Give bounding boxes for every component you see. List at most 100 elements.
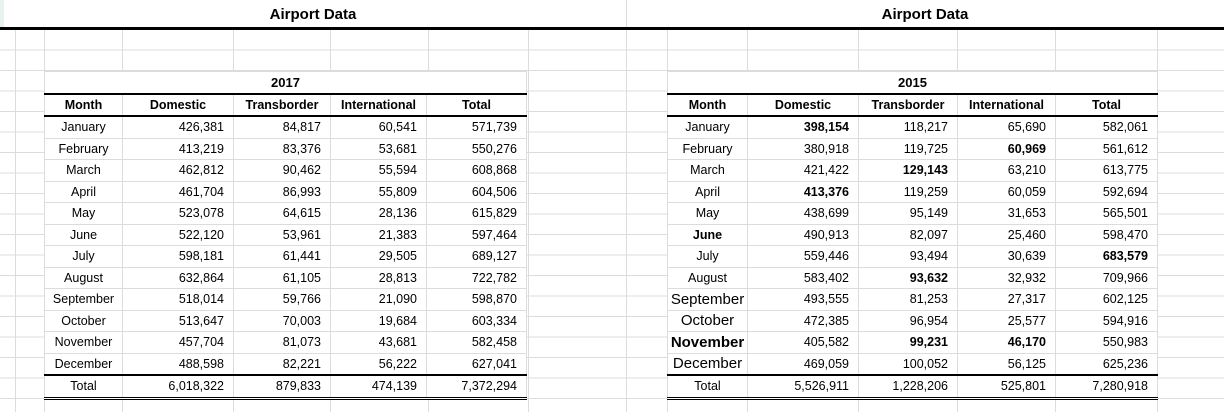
value-cell[interactable]: 21,383: [330, 223, 427, 246]
month-cell[interactable]: August: [667, 266, 748, 289]
value-cell[interactable]: 61,105: [233, 266, 331, 289]
column-header-international[interactable]: International: [957, 93, 1056, 117]
value-cell[interactable]: 598,870: [426, 288, 527, 311]
value-cell[interactable]: 83,376: [233, 137, 331, 160]
month-cell[interactable]: January: [667, 115, 748, 139]
column-header-total[interactable]: Total: [426, 93, 527, 117]
value-cell[interactable]: 689,127: [426, 245, 527, 268]
value-cell[interactable]: 592,694: [1055, 180, 1158, 203]
value-cell[interactable]: 613,775: [1055, 159, 1158, 182]
value-cell[interactable]: 96,954: [858, 309, 958, 332]
month-cell[interactable]: December: [44, 352, 123, 376]
value-cell[interactable]: 472,385: [747, 309, 859, 332]
value-cell[interactable]: 421,422: [747, 159, 859, 182]
value-cell[interactable]: 25,577: [957, 309, 1056, 332]
total-value-cell[interactable]: 1,228,206: [858, 374, 958, 400]
value-cell[interactable]: 90,462: [233, 159, 331, 182]
total-value-cell[interactable]: 6,018,322: [122, 374, 234, 400]
value-cell[interactable]: 632,864: [122, 266, 234, 289]
column-header-transborder[interactable]: Transborder: [233, 93, 331, 117]
value-cell[interactable]: 598,470: [1055, 223, 1158, 246]
value-cell[interactable]: 59,766: [233, 288, 331, 311]
value-cell[interactable]: 60,059: [957, 180, 1056, 203]
value-cell[interactable]: 31,653: [957, 202, 1056, 225]
value-cell[interactable]: 81,073: [233, 331, 331, 354]
value-cell[interactable]: 565,501: [1055, 202, 1158, 225]
value-cell[interactable]: 119,259: [858, 180, 958, 203]
value-cell[interactable]: 461,704: [122, 180, 234, 203]
month-cell[interactable]: April: [44, 180, 123, 203]
value-cell[interactable]: 426,381: [122, 115, 234, 139]
value-cell[interactable]: 95,149: [858, 202, 958, 225]
title-2017[interactable]: Airport Data: [269, 6, 357, 23]
value-cell[interactable]: 55,809: [330, 180, 427, 203]
year-cell[interactable]: 2017: [44, 71, 527, 95]
total-label-cell[interactable]: Total: [667, 374, 748, 400]
month-cell[interactable]: December: [667, 352, 748, 376]
value-cell[interactable]: 93,632: [858, 266, 958, 289]
value-cell[interactable]: 27,317: [957, 288, 1056, 311]
total-value-cell[interactable]: 7,280,918: [1055, 374, 1158, 400]
value-cell[interactable]: 490,913: [747, 223, 859, 246]
value-cell[interactable]: 60,541: [330, 115, 427, 139]
month-cell[interactable]: February: [44, 137, 123, 160]
column-header-month[interactable]: Month: [44, 93, 123, 117]
value-cell[interactable]: 413,376: [747, 180, 859, 203]
value-cell[interactable]: 28,136: [330, 202, 427, 225]
value-cell[interactable]: 21,090: [330, 288, 427, 311]
month-cell[interactable]: June: [44, 223, 123, 246]
value-cell[interactable]: 518,014: [122, 288, 234, 311]
month-cell[interactable]: January: [44, 115, 123, 139]
value-cell[interactable]: 84,817: [233, 115, 331, 139]
month-cell[interactable]: February: [667, 137, 748, 160]
value-cell[interactable]: 608,868: [426, 159, 527, 182]
total-label-cell[interactable]: Total: [44, 374, 123, 400]
value-cell[interactable]: 82,097: [858, 223, 958, 246]
value-cell[interactable]: 25,460: [957, 223, 1056, 246]
value-cell[interactable]: 99,231: [858, 331, 958, 354]
month-cell[interactable]: July: [667, 245, 748, 268]
value-cell[interactable]: 46,170: [957, 331, 1056, 354]
value-cell[interactable]: 82,221: [233, 352, 331, 376]
value-cell[interactable]: 28,813: [330, 266, 427, 289]
value-cell[interactable]: 380,918: [747, 137, 859, 160]
month-cell[interactable]: September: [667, 288, 748, 311]
month-cell[interactable]: October: [667, 309, 748, 332]
value-cell[interactable]: 493,555: [747, 288, 859, 311]
month-cell[interactable]: September: [44, 288, 123, 311]
total-value-cell[interactable]: 474,139: [330, 374, 427, 400]
value-cell[interactable]: 65,690: [957, 115, 1056, 139]
column-header-month[interactable]: Month: [667, 93, 748, 117]
month-cell[interactable]: April: [667, 180, 748, 203]
total-value-cell[interactable]: 7,372,294: [426, 374, 527, 400]
value-cell[interactable]: 438,699: [747, 202, 859, 225]
value-cell[interactable]: 413,219: [122, 137, 234, 160]
value-cell[interactable]: 597,464: [426, 223, 527, 246]
value-cell[interactable]: 722,782: [426, 266, 527, 289]
value-cell[interactable]: 709,966: [1055, 266, 1158, 289]
month-cell[interactable]: November: [667, 331, 748, 354]
value-cell[interactable]: 30,639: [957, 245, 1056, 268]
value-cell[interactable]: 119,725: [858, 137, 958, 160]
value-cell[interactable]: 43,681: [330, 331, 427, 354]
total-value-cell[interactable]: 5,526,911: [747, 374, 859, 400]
value-cell[interactable]: 571,739: [426, 115, 527, 139]
value-cell[interactable]: 469,059: [747, 352, 859, 376]
value-cell[interactable]: 405,582: [747, 331, 859, 354]
month-cell[interactable]: May: [667, 202, 748, 225]
month-cell[interactable]: August: [44, 266, 123, 289]
value-cell[interactable]: 522,120: [122, 223, 234, 246]
value-cell[interactable]: 627,041: [426, 352, 527, 376]
value-cell[interactable]: 56,125: [957, 352, 1056, 376]
column-header-total[interactable]: Total: [1055, 93, 1158, 117]
value-cell[interactable]: 604,506: [426, 180, 527, 203]
value-cell[interactable]: 86,993: [233, 180, 331, 203]
value-cell[interactable]: 63,210: [957, 159, 1056, 182]
month-cell[interactable]: May: [44, 202, 123, 225]
value-cell[interactable]: 55,594: [330, 159, 427, 182]
value-cell[interactable]: 60,969: [957, 137, 1056, 160]
value-cell[interactable]: 56,222: [330, 352, 427, 376]
month-cell[interactable]: March: [44, 159, 123, 182]
value-cell[interactable]: 582,061: [1055, 115, 1158, 139]
title-2015[interactable]: Airport Data: [881, 6, 969, 23]
